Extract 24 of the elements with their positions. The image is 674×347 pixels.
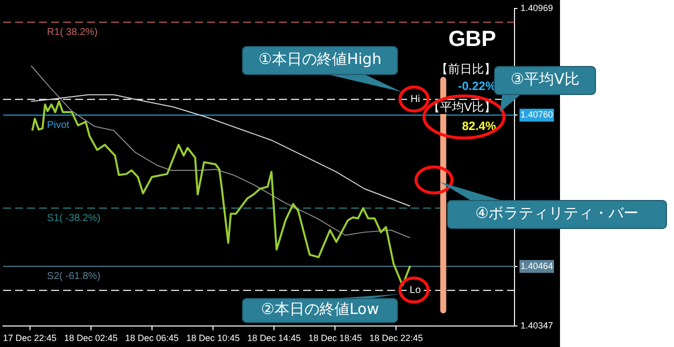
- x-tick-label: 17 Dec 22:45: [2, 333, 57, 344]
- x-tick-label: 18 Dec 10:45: [186, 333, 240, 344]
- ref-line-label: Pivot: [47, 120, 70, 131]
- annotation: Hi: [410, 94, 420, 106]
- annotation: Lo: [410, 285, 422, 296]
- y-tick-label: 1.40969: [520, 2, 554, 13]
- x-tick-label: 18 Dec 14:45: [247, 333, 301, 344]
- annotation: 【前日比】: [436, 62, 496, 76]
- annotation: ④ボラティリティ・バー: [447, 200, 667, 229]
- annotation: -0.22%: [458, 79, 496, 93]
- x-tick-label: 18 Dec 22:45: [369, 333, 423, 344]
- ref-line-label: S2( -61.8%): [47, 271, 100, 282]
- text: GBP: [448, 26, 496, 52]
- y-tick-label: 1.40347: [520, 320, 554, 331]
- annotation: ①本日の終値High: [242, 46, 398, 75]
- y-tick-label: 1.40464: [520, 260, 554, 271]
- annotation: ③平均V比: [510, 70, 580, 88]
- annotation: 82.4%: [462, 119, 496, 133]
- x-tick-label: 18 Dec 06:45: [125, 333, 179, 344]
- ref-line-label: S1( -38.2%): [47, 212, 100, 224]
- y-tick-label: 1.40760: [520, 110, 554, 120]
- x-tick-label: 18 Dec 18:45: [308, 333, 362, 344]
- x-tick-label: 18 Dec 02:45: [64, 333, 118, 344]
- ref-line-label: R1( 38.2%): [47, 26, 98, 38]
